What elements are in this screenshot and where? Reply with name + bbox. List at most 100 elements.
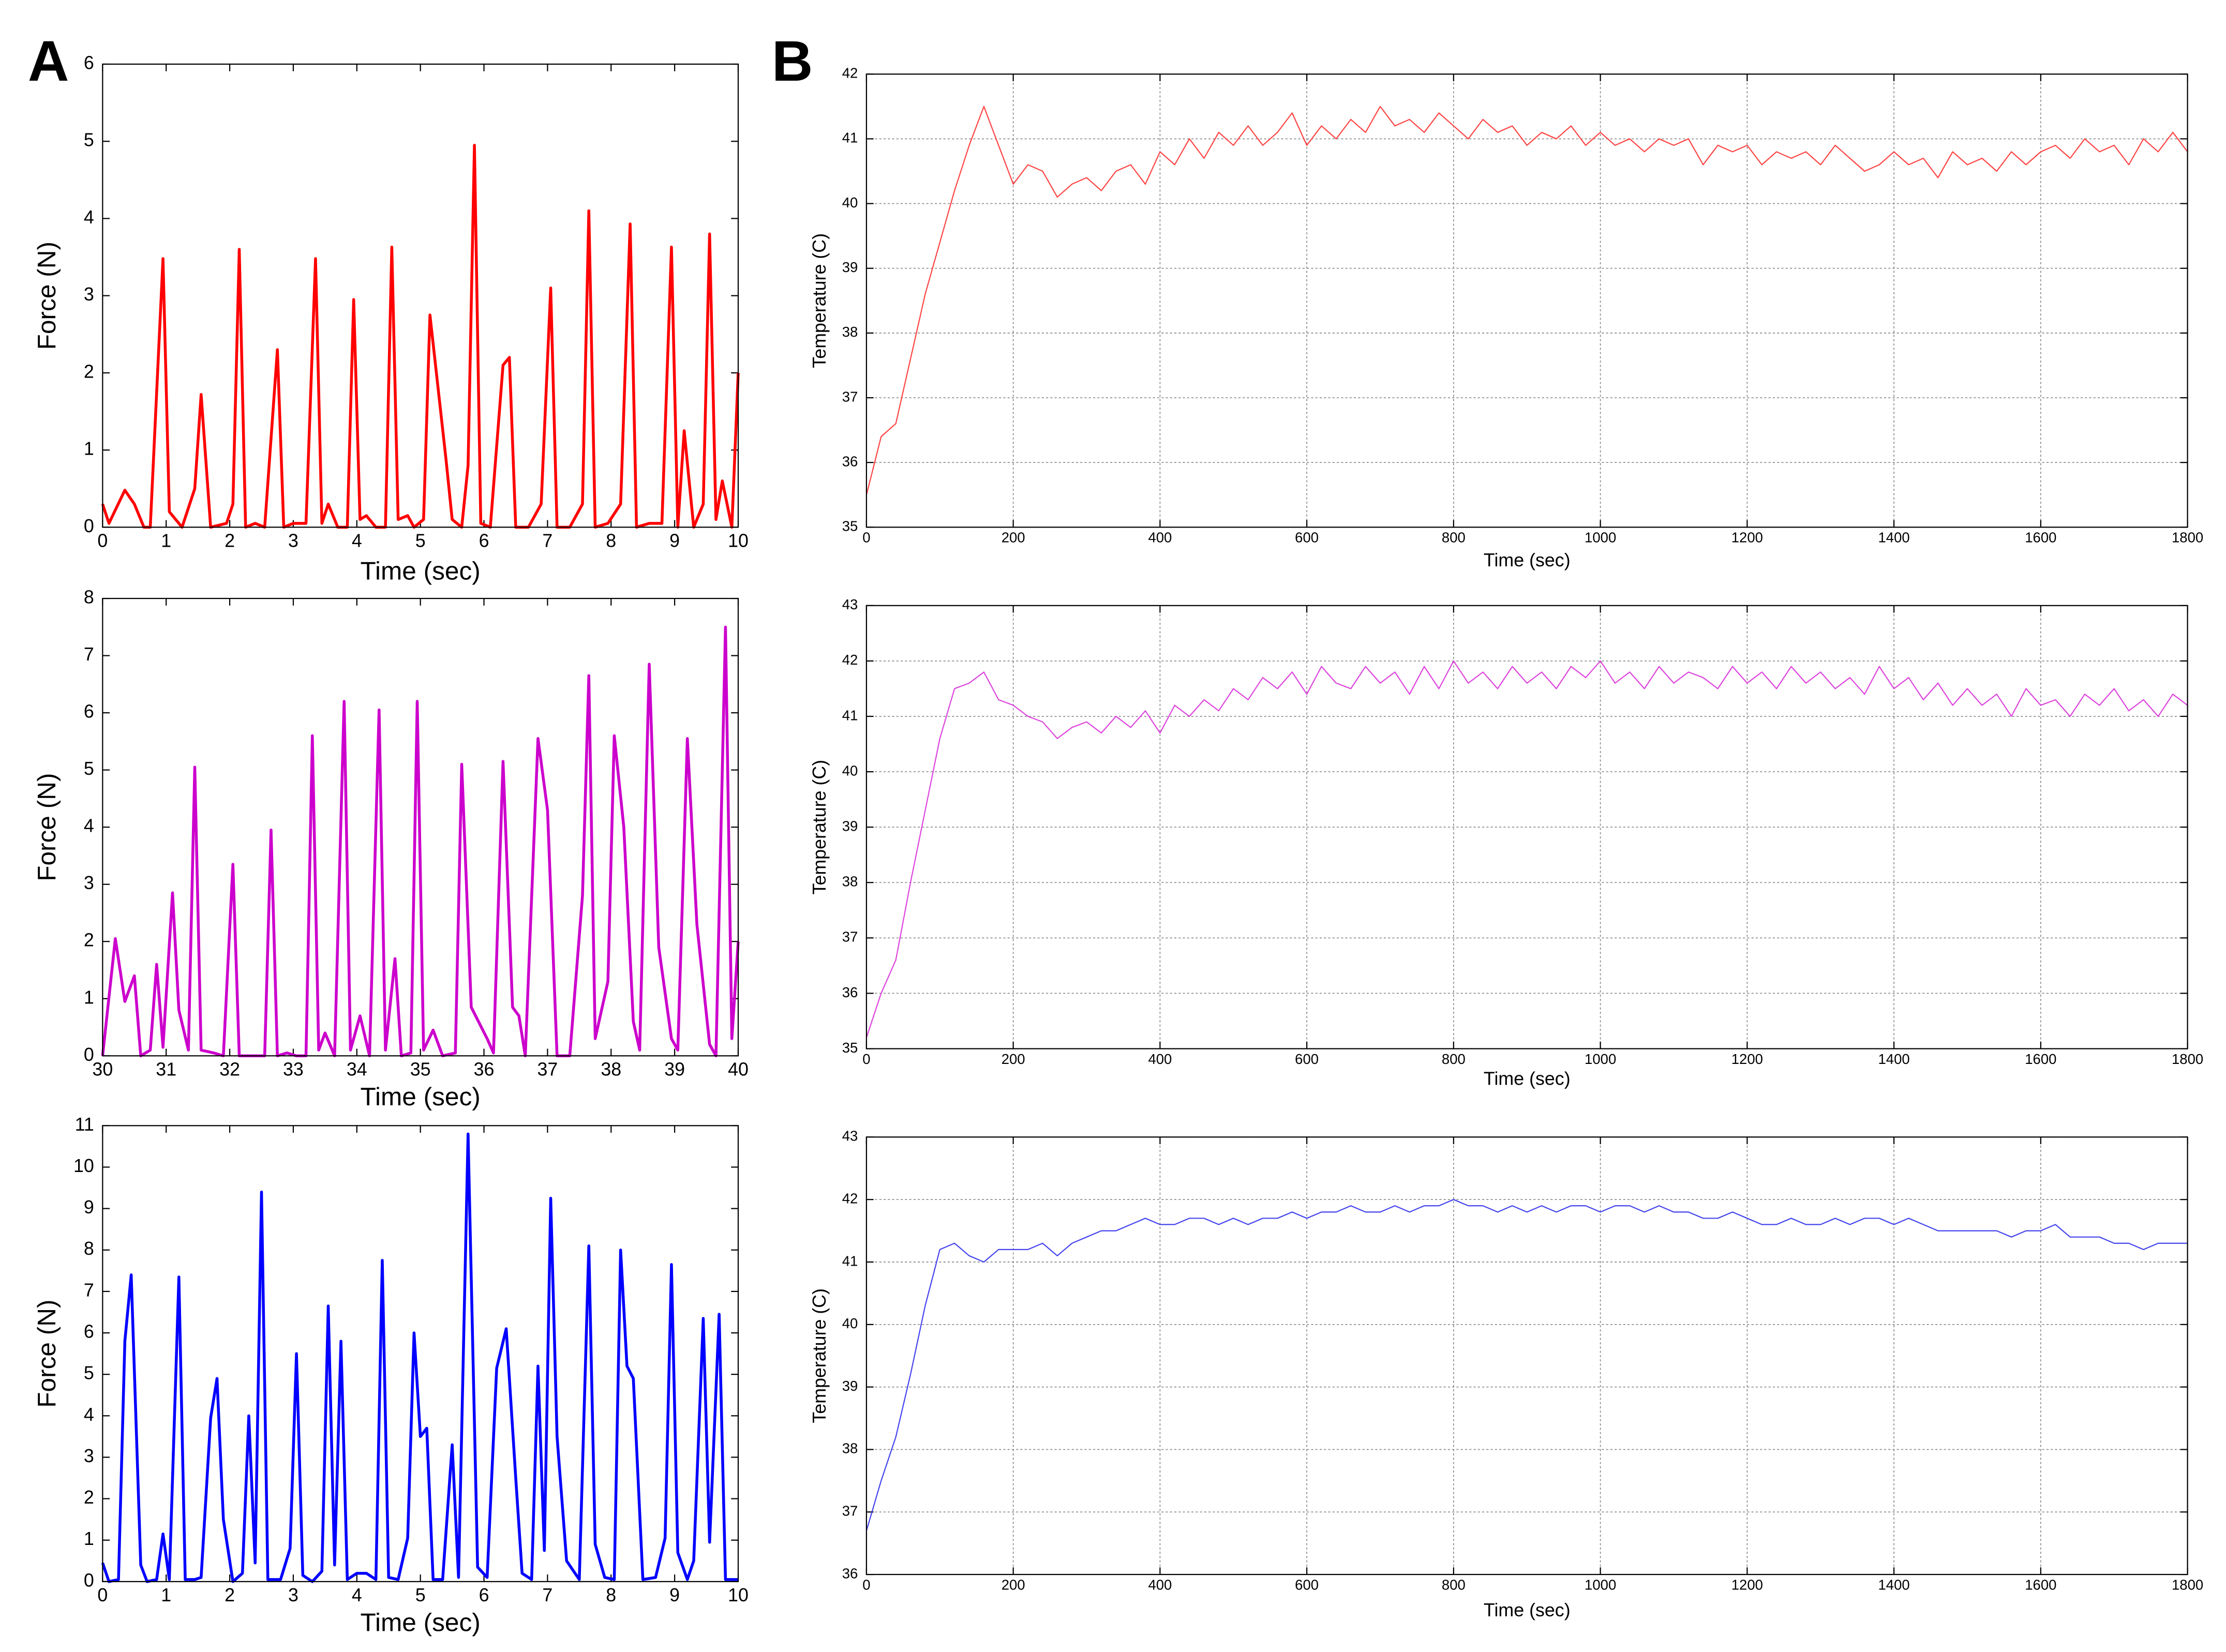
x-tick-label: 1000 <box>1585 1576 1616 1593</box>
x-tick-label: 30 <box>92 1059 113 1079</box>
x-tick-label: 32 <box>219 1059 240 1079</box>
plot-area <box>866 74 2188 528</box>
data-line <box>101 625 740 1058</box>
y-axis-label: Force (N) <box>32 242 61 350</box>
y-tick-label: 40 <box>842 1315 858 1331</box>
panel-label: B <box>772 29 813 93</box>
x-tick-label: 1200 <box>1731 530 1763 546</box>
axes-frame <box>102 597 739 1057</box>
y-tick-label: 42 <box>842 1190 858 1206</box>
y-tick-label: 37 <box>842 1503 858 1519</box>
x-tick-label: 0 <box>97 1585 108 1605</box>
x-tick-label: 1800 <box>2172 530 2203 546</box>
y-tick-label: 36 <box>842 453 858 469</box>
axes-frame <box>865 1136 2188 1575</box>
axes-frame <box>865 605 2188 1049</box>
x-tick-label: 0 <box>862 1576 870 1593</box>
x-tick-label: 400 <box>1148 530 1172 546</box>
x-tick-label: 0 <box>97 530 108 551</box>
x-axis-label: Time (sec) <box>1484 1600 1571 1620</box>
axes-frame <box>865 73 2188 528</box>
x-tick-label: 1400 <box>1878 1576 1910 1593</box>
x-tick-label: 200 <box>1002 530 1025 546</box>
plot-area <box>102 1125 738 1582</box>
x-tick-label: 200 <box>1002 1051 1025 1067</box>
x-tick-label: 1800 <box>2172 1576 2203 1593</box>
y-tick-label: 43 <box>842 1128 858 1144</box>
x-tick-label: 200 <box>1002 1576 1025 1593</box>
x-tick-label: 1800 <box>2172 1051 2203 1067</box>
y-tick-label: 9 <box>84 1197 94 1218</box>
x-axis-label: Time (sec) <box>361 557 481 585</box>
y-tick-label: 35 <box>842 1040 858 1056</box>
y-tick-label: 42 <box>842 65 858 81</box>
y-axis-label: Temperature (C) <box>809 1288 830 1423</box>
y-tick-label: 4 <box>84 207 94 228</box>
y-tick-label: 40 <box>842 194 858 211</box>
x-tick-label: 600 <box>1295 530 1319 546</box>
x-tick-label: 39 <box>664 1059 685 1079</box>
x-tick-label: 800 <box>1442 1576 1466 1593</box>
x-tick-label: 1600 <box>2025 530 2056 546</box>
x-tick-label: 6 <box>479 1585 489 1605</box>
y-tick-label: 7 <box>84 644 94 665</box>
y-tick-label: 2 <box>84 361 94 382</box>
y-tick-label: 3 <box>84 873 94 893</box>
y-axis-label: Temperature (C) <box>809 233 830 368</box>
x-tick-label: 10 <box>728 530 749 551</box>
x-tick-label: 1400 <box>1878 1051 1910 1067</box>
y-tick-label: 42 <box>842 652 858 668</box>
y-tick-label: 43 <box>842 596 858 612</box>
x-tick-label: 600 <box>1295 1051 1319 1067</box>
y-axis-label: Temperature (C) <box>809 760 830 895</box>
y-tick-label: 35 <box>842 518 858 534</box>
y-tick-label: 8 <box>84 1238 94 1259</box>
x-tick-label: 1600 <box>2025 1051 2056 1067</box>
x-tick-label: 800 <box>1442 530 1466 546</box>
y-tick-label: 0 <box>84 516 94 536</box>
panel-label: A <box>28 29 69 93</box>
y-tick-label: 6 <box>84 1321 94 1342</box>
y-tick-label: 5 <box>84 130 94 151</box>
x-tick-label: 33 <box>283 1059 304 1079</box>
y-tick-label: 1 <box>84 987 94 1008</box>
y-axis-label: Force (N) <box>32 1299 61 1407</box>
y-tick-label: 39 <box>842 259 858 275</box>
y-tick-label: 0 <box>84 1570 94 1590</box>
x-tick-label: 9 <box>669 1585 680 1605</box>
x-tick-label: 1200 <box>1731 1576 1763 1593</box>
y-tick-label: 4 <box>84 816 94 836</box>
x-axis-label: Time (sec) <box>1484 550 1571 570</box>
data-line <box>101 143 740 529</box>
axes-frame <box>102 1125 739 1582</box>
x-tick-label: 36 <box>474 1059 495 1079</box>
y-tick-label: 41 <box>842 707 858 723</box>
x-tick-label: 8 <box>606 530 616 551</box>
y-tick-label: 2 <box>84 930 94 951</box>
y-tick-label: 2 <box>84 1487 94 1508</box>
x-tick-label: 2 <box>225 530 235 551</box>
x-tick-label: 10 <box>728 1585 749 1605</box>
x-tick-label: 0 <box>862 1051 870 1067</box>
x-tick-label: 38 <box>601 1059 621 1079</box>
y-tick-label: 41 <box>842 1253 858 1269</box>
x-tick-label: 1000 <box>1585 1051 1616 1067</box>
y-tick-label: 41 <box>842 130 858 146</box>
data-line <box>865 1199 2188 1531</box>
x-tick-label: 1000 <box>1585 530 1616 546</box>
x-tick-label: 1 <box>161 1585 171 1605</box>
y-tick-label: 36 <box>842 1565 858 1581</box>
x-axis-label: Time (sec) <box>361 1082 481 1111</box>
x-tick-label: 37 <box>537 1059 558 1079</box>
x-tick-label: 1 <box>161 530 171 551</box>
y-tick-label: 6 <box>84 701 94 722</box>
y-tick-label: 3 <box>84 1446 94 1466</box>
x-tick-label: 400 <box>1148 1051 1172 1067</box>
x-tick-label: 600 <box>1295 1576 1319 1593</box>
axes-frame <box>102 63 739 528</box>
y-tick-label: 38 <box>842 324 858 340</box>
x-tick-label: 4 <box>352 1585 362 1605</box>
x-tick-label: 3 <box>288 1585 298 1605</box>
